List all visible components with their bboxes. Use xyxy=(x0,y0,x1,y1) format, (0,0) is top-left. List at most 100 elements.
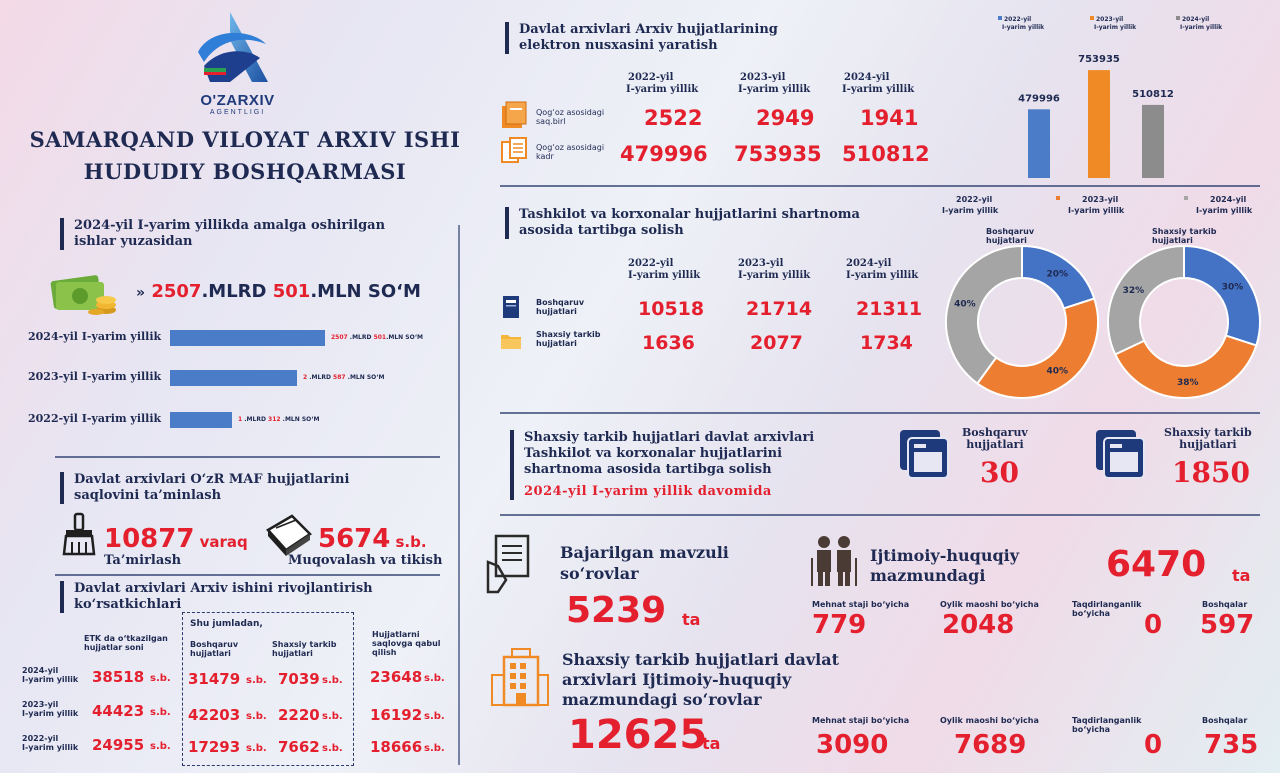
dev-shax-value: 7039 xyxy=(278,670,320,688)
works-total-b: 501 xyxy=(272,281,311,302)
contract-row2-label-l1: Shaxsiy tarkib xyxy=(536,330,601,339)
personnel-bosh-label: Boshqaruv hujjatlari xyxy=(962,427,1028,451)
thematic-title-l2: so‘rovlar xyxy=(560,564,639,583)
digital-row2-value: 510812 xyxy=(842,142,930,166)
digital-year-1-l2: I-yarim yillik xyxy=(626,84,699,95)
digital-row1-label-l1: Qog‘oz asosidagi xyxy=(536,108,605,117)
building-icon xyxy=(490,645,550,713)
digital-row1-value: 2522 xyxy=(644,106,703,130)
social-item-label-l1: Taqdirlanganlik xyxy=(1072,600,1142,609)
digital-year-3: 2024-yil I-yarim yillik xyxy=(842,72,914,96)
digital-header-line2: elektron nusxasini yaratish xyxy=(519,38,718,53)
legend-swatch xyxy=(1056,196,1060,200)
works-total-a: 2507 xyxy=(151,281,202,302)
social-item-label: Mehnat staji bo‘yicha xyxy=(812,600,910,609)
dev-row-year-l1: 2023-yil xyxy=(22,700,59,709)
personnel-item-label: Taqdirlanganlik bo‘yicha xyxy=(1072,716,1141,734)
repair-label: Ta’mirlash xyxy=(104,553,182,568)
contract-year-1-l1: 2022-yil xyxy=(628,258,674,269)
dev-etk-value: 44423 xyxy=(92,702,145,720)
personnel-shax-label-l1: Shaxsiy tarkib xyxy=(1164,426,1252,439)
social-title-l1: Ijtimoiy-huquqiy xyxy=(870,546,1020,565)
dev-group-box xyxy=(182,612,354,766)
donut-slice xyxy=(1113,334,1258,399)
bind-value: 5674 xyxy=(318,524,391,554)
personnel-shax-label-l2: hujjatlari xyxy=(1179,438,1237,451)
archive-box-icon xyxy=(1094,428,1146,484)
contract-row2-label: Shaxsiy tarkib hujjatlari xyxy=(536,330,600,348)
personnel-shax-value: 1850 xyxy=(1172,456,1250,489)
dev-header-line1: Davlat arxivlari Arxiv ishini rivojlanti… xyxy=(74,581,373,596)
brush-icon xyxy=(60,512,98,560)
dev-etk-value: 38518 xyxy=(92,668,145,686)
page-title-line1: SAMARQAND VILOYAT ARXIV ISHI xyxy=(29,127,461,152)
personnel-item-value: 7689 xyxy=(954,730,1027,760)
works-bar-value: 1 .MLRD 312 .MLN SO‘M xyxy=(238,416,320,423)
legend-label: I-yarim yillik xyxy=(1094,24,1137,31)
works-bar-label: 2023-yil I-yarim yillik xyxy=(28,370,162,383)
works-total-a-unit: .MLRD xyxy=(201,281,267,302)
repair-value: 10877 xyxy=(104,524,195,554)
dev-row-year-l2: I-yarim yillik xyxy=(22,743,79,752)
digital-year-1-l1: 2022-yil xyxy=(628,72,674,83)
digital-year-3-l2: I-yarim yillik xyxy=(842,84,915,95)
repair-unit: varaq xyxy=(199,533,248,551)
personnel-header-line1: Shaxsiy tarkib hujjatlari davlat arxivla… xyxy=(524,430,815,445)
dev-unit: s.b. xyxy=(246,711,267,722)
legend-swatch xyxy=(998,16,1002,20)
donut-title: Boshqaruv xyxy=(986,227,1035,236)
digital-header-line1: Davlat arxivlari Arxiv hujjatlarining xyxy=(519,22,778,37)
divider-4 xyxy=(500,412,1260,414)
donut-slice-label: 40% xyxy=(1046,367,1068,377)
personnel-queries-value: 12625 xyxy=(568,712,708,758)
dev-bosh-value: 17293 xyxy=(188,738,241,756)
legend-label: I-yarim yillik xyxy=(942,206,999,215)
personnel-item-value: 735 xyxy=(1204,730,1259,760)
thematic-title-l1: Bajarilgan mavzuli xyxy=(560,543,729,562)
folders-icon xyxy=(500,100,530,134)
dev-unit: s.b. xyxy=(322,743,343,754)
digital-row1-label: Qog‘oz asosidagi saq.birl xyxy=(536,108,604,126)
contract-year-3-l1: 2024-yil xyxy=(846,258,892,269)
divider-3 xyxy=(500,185,1260,187)
personnel-item-label-l2: bo‘yicha xyxy=(1072,725,1111,734)
dev-etk-value: 24955 xyxy=(92,736,145,754)
personnel-bosh-value: 30 xyxy=(980,456,1019,489)
works-bar xyxy=(170,412,232,428)
dev-shax-value: 2220 xyxy=(278,706,320,724)
legend-label: I-yarim yillik xyxy=(1196,206,1253,215)
dev-col-bosh-l1: Boshqaruv xyxy=(190,640,239,649)
personnel-queries-title: Shaxsiy tarkib hujjatlari davlat arxivla… xyxy=(562,650,839,710)
personnel-bosh-label-l2: hujjatlari xyxy=(966,438,1024,451)
contract-year-3: 2024-yil I-yarim yillik xyxy=(846,258,918,282)
dev-col-etk: ETK da o‘tkazilgan hujjatlar soni xyxy=(84,634,168,652)
digital-row2-value: 753935 xyxy=(734,142,822,166)
contract-header: Tashkilot va korxonalar hujjatlarini sha… xyxy=(505,207,885,239)
divider-2 xyxy=(55,574,440,576)
legend-label: 2022-yil xyxy=(1004,16,1031,23)
thematic-unit: ta xyxy=(682,610,701,629)
social-item-label: Oylik maoshi bo‘yicha xyxy=(940,600,1039,609)
legend-swatch xyxy=(1090,16,1094,20)
bar-mark xyxy=(1088,70,1110,178)
contract-donut-chart: 2022-yil I-yarim yillik 2023-yil I-yarim yi… xyxy=(942,195,1261,399)
donut-slice-label: 32% xyxy=(1123,286,1145,296)
dev-col-etk-l2: hujjatlar soni xyxy=(84,643,144,652)
contract-row1-label-l2: hujjatlari xyxy=(536,307,577,316)
logo: O'ZARXIV AGENTLIGI xyxy=(190,8,285,118)
dev-bosh-value: 42203 xyxy=(188,706,241,724)
works-bar-label: 2022-yil I-yarim yillik xyxy=(28,412,162,425)
personnel-queries-title-l2: arxivlari Ijtimoiy-huquqiy xyxy=(562,670,792,689)
contract-row2-value: 1734 xyxy=(860,332,913,354)
digital-year-2: 2023-yil I-yarim yillik xyxy=(738,72,810,96)
contract-row1-value: 21714 xyxy=(746,298,813,320)
digital-year-1: 2022-yil I-yarim yillik xyxy=(626,72,698,96)
personnel-item-value: 0 xyxy=(1144,730,1163,760)
contract-row1-label: Boshqaruv hujjatlari xyxy=(536,298,584,316)
donut-title: hujjatlari xyxy=(1152,236,1193,245)
social-item-value: 779 xyxy=(812,610,867,640)
contract-header-line1: Tashkilot va korxonalar hujjatlarini sha… xyxy=(519,207,860,222)
social-title: Ijtimoiy-huquqiy mazmundagi xyxy=(870,546,1019,586)
works-bar xyxy=(170,370,297,386)
dev-header: Davlat arxivlari Arxiv ishini rivojlanti… xyxy=(60,581,440,613)
